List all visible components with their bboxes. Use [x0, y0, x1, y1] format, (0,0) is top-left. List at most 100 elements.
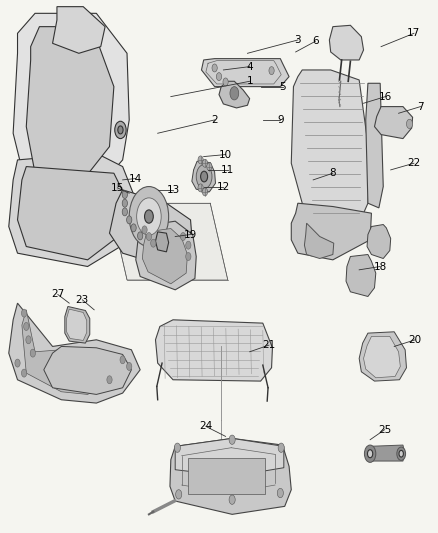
Polygon shape: [53, 7, 105, 53]
Polygon shape: [367, 445, 405, 461]
Polygon shape: [65, 306, 90, 343]
Text: 1: 1: [246, 76, 253, 86]
Polygon shape: [110, 190, 193, 266]
Circle shape: [122, 199, 127, 207]
Polygon shape: [22, 310, 110, 394]
Polygon shape: [192, 161, 215, 192]
Circle shape: [15, 359, 20, 367]
Polygon shape: [170, 438, 291, 514]
Circle shape: [30, 349, 35, 357]
Circle shape: [151, 239, 156, 247]
Polygon shape: [136, 221, 196, 290]
Circle shape: [115, 121, 126, 139]
Circle shape: [122, 191, 127, 199]
Circle shape: [223, 78, 228, 86]
Circle shape: [131, 224, 136, 232]
Text: 9: 9: [277, 115, 284, 125]
Polygon shape: [291, 70, 370, 230]
Polygon shape: [155, 232, 169, 252]
Text: 18: 18: [374, 262, 387, 271]
Circle shape: [26, 336, 31, 344]
Circle shape: [120, 356, 125, 364]
Circle shape: [212, 64, 217, 72]
Circle shape: [198, 184, 203, 192]
Circle shape: [118, 126, 123, 134]
Circle shape: [230, 86, 239, 100]
Polygon shape: [18, 166, 127, 260]
Text: 2: 2: [211, 115, 218, 125]
Text: 13: 13: [166, 185, 180, 195]
Circle shape: [142, 226, 147, 234]
Circle shape: [216, 72, 222, 80]
Text: 24: 24: [199, 422, 212, 431]
Text: 6: 6: [312, 36, 319, 46]
Polygon shape: [44, 346, 131, 394]
Circle shape: [397, 447, 406, 461]
Text: 15: 15: [111, 183, 124, 193]
Text: 14: 14: [129, 174, 142, 183]
Text: 10: 10: [219, 150, 232, 159]
Text: 17: 17: [407, 28, 420, 38]
Circle shape: [278, 443, 284, 453]
Circle shape: [198, 156, 203, 164]
Polygon shape: [364, 336, 400, 378]
Text: 27: 27: [51, 289, 64, 300]
Circle shape: [186, 253, 191, 261]
Polygon shape: [67, 309, 87, 341]
Polygon shape: [142, 229, 187, 284]
Circle shape: [186, 241, 191, 249]
Bar: [188, 458, 265, 495]
Circle shape: [122, 208, 127, 216]
Text: 16: 16: [379, 92, 392, 102]
Text: 21: 21: [262, 340, 276, 350]
Circle shape: [145, 210, 153, 223]
Polygon shape: [155, 320, 272, 381]
Circle shape: [127, 362, 132, 370]
Circle shape: [269, 67, 274, 75]
Circle shape: [207, 163, 212, 171]
Circle shape: [406, 119, 413, 128]
Text: 8: 8: [329, 168, 336, 178]
Circle shape: [127, 216, 132, 224]
Text: 22: 22: [407, 158, 420, 168]
Polygon shape: [374, 107, 413, 139]
Circle shape: [21, 369, 27, 377]
Polygon shape: [291, 203, 371, 260]
Circle shape: [196, 165, 212, 189]
Circle shape: [202, 188, 208, 196]
Circle shape: [107, 376, 112, 384]
Circle shape: [180, 232, 186, 240]
Polygon shape: [329, 25, 364, 60]
Polygon shape: [9, 303, 140, 403]
Polygon shape: [359, 332, 406, 381]
Circle shape: [367, 450, 373, 458]
Text: 25: 25: [378, 425, 391, 435]
Polygon shape: [26, 27, 114, 180]
Polygon shape: [13, 13, 129, 200]
Polygon shape: [201, 59, 289, 86]
Polygon shape: [304, 223, 334, 259]
Text: 3: 3: [294, 35, 301, 45]
Polygon shape: [175, 438, 284, 477]
Text: 11: 11: [221, 165, 234, 175]
Text: 7: 7: [417, 102, 424, 111]
Circle shape: [137, 198, 161, 235]
Circle shape: [24, 322, 29, 330]
Circle shape: [399, 450, 403, 457]
Polygon shape: [9, 153, 136, 266]
Polygon shape: [346, 255, 376, 296]
Text: 23: 23: [76, 295, 89, 305]
Circle shape: [138, 232, 143, 240]
Circle shape: [229, 495, 235, 504]
Circle shape: [176, 490, 182, 499]
Polygon shape: [219, 82, 250, 108]
Circle shape: [277, 488, 283, 498]
Text: 4: 4: [246, 62, 253, 71]
Text: 19: 19: [184, 230, 197, 239]
Polygon shape: [366, 83, 383, 208]
Circle shape: [174, 443, 180, 453]
Text: 12: 12: [217, 182, 230, 191]
Polygon shape: [367, 224, 391, 259]
Circle shape: [202, 159, 208, 167]
Circle shape: [364, 445, 376, 462]
